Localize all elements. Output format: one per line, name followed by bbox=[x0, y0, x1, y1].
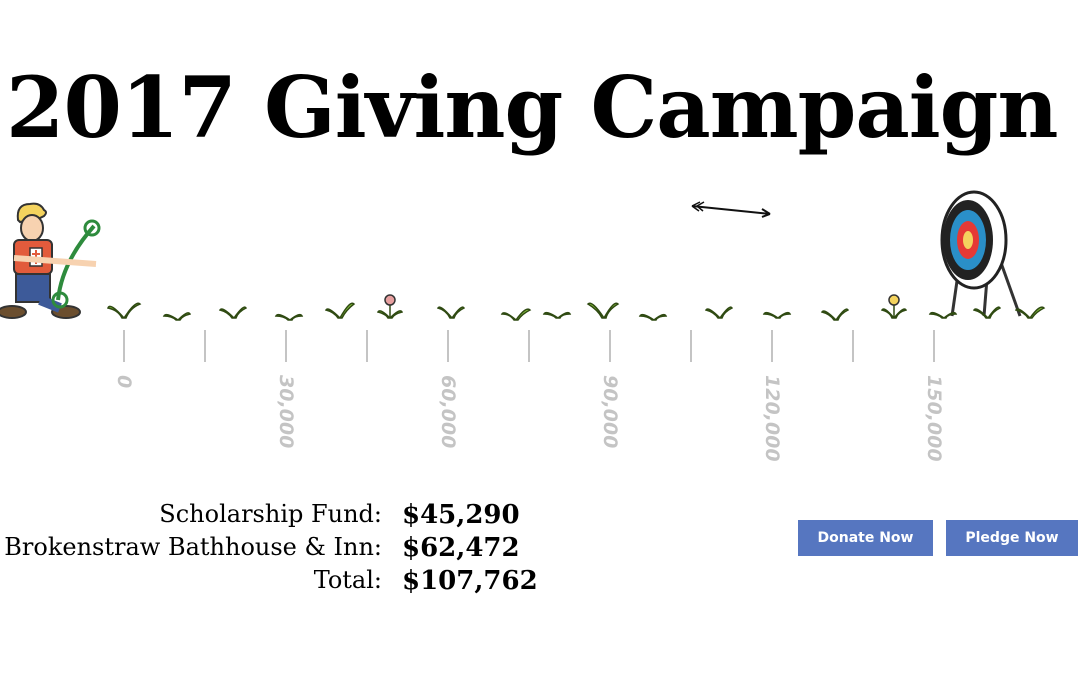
total-label: Total: bbox=[313, 566, 382, 594]
scholarship-value: $45,290 bbox=[402, 500, 520, 530]
tick-label: 30,000 bbox=[275, 375, 297, 449]
archer-icon bbox=[0, 202, 101, 319]
page-title: 2017 Giving Campaign bbox=[6, 58, 1058, 157]
scale-ticks bbox=[123, 330, 935, 362]
scholarship-row: Scholarship Fund: $45,290 bbox=[0, 500, 560, 532]
pledge-now-button[interactable]: Pledge Now bbox=[946, 520, 1078, 556]
progress-scene bbox=[0, 190, 1046, 362]
flower-decoration bbox=[384, 294, 900, 318]
target-icon bbox=[940, 190, 1022, 317]
tick-label: 150,000 bbox=[923, 375, 945, 462]
scholarship-label: Scholarship Fund: bbox=[159, 500, 382, 528]
tick-label: 90,000 bbox=[599, 375, 621, 449]
grass-decoration bbox=[107, 302, 1046, 321]
bathhouse-label: Brokenstraw Bathhouse & Inn: bbox=[4, 533, 382, 561]
arrow-icon bbox=[691, 201, 771, 218]
tick-label: 120,000 bbox=[761, 375, 783, 462]
total-row: Total: $107,762 bbox=[0, 566, 560, 598]
tick-label: 0 bbox=[113, 375, 135, 389]
bathhouse-row: Brokenstraw Bathhouse & Inn: $62,472 bbox=[0, 533, 560, 565]
bathhouse-value: $62,472 bbox=[402, 533, 520, 563]
donate-now-button[interactable]: Donate Now bbox=[798, 520, 933, 556]
tick-label: 60,000 bbox=[437, 375, 459, 449]
total-value: $107,762 bbox=[402, 566, 538, 596]
